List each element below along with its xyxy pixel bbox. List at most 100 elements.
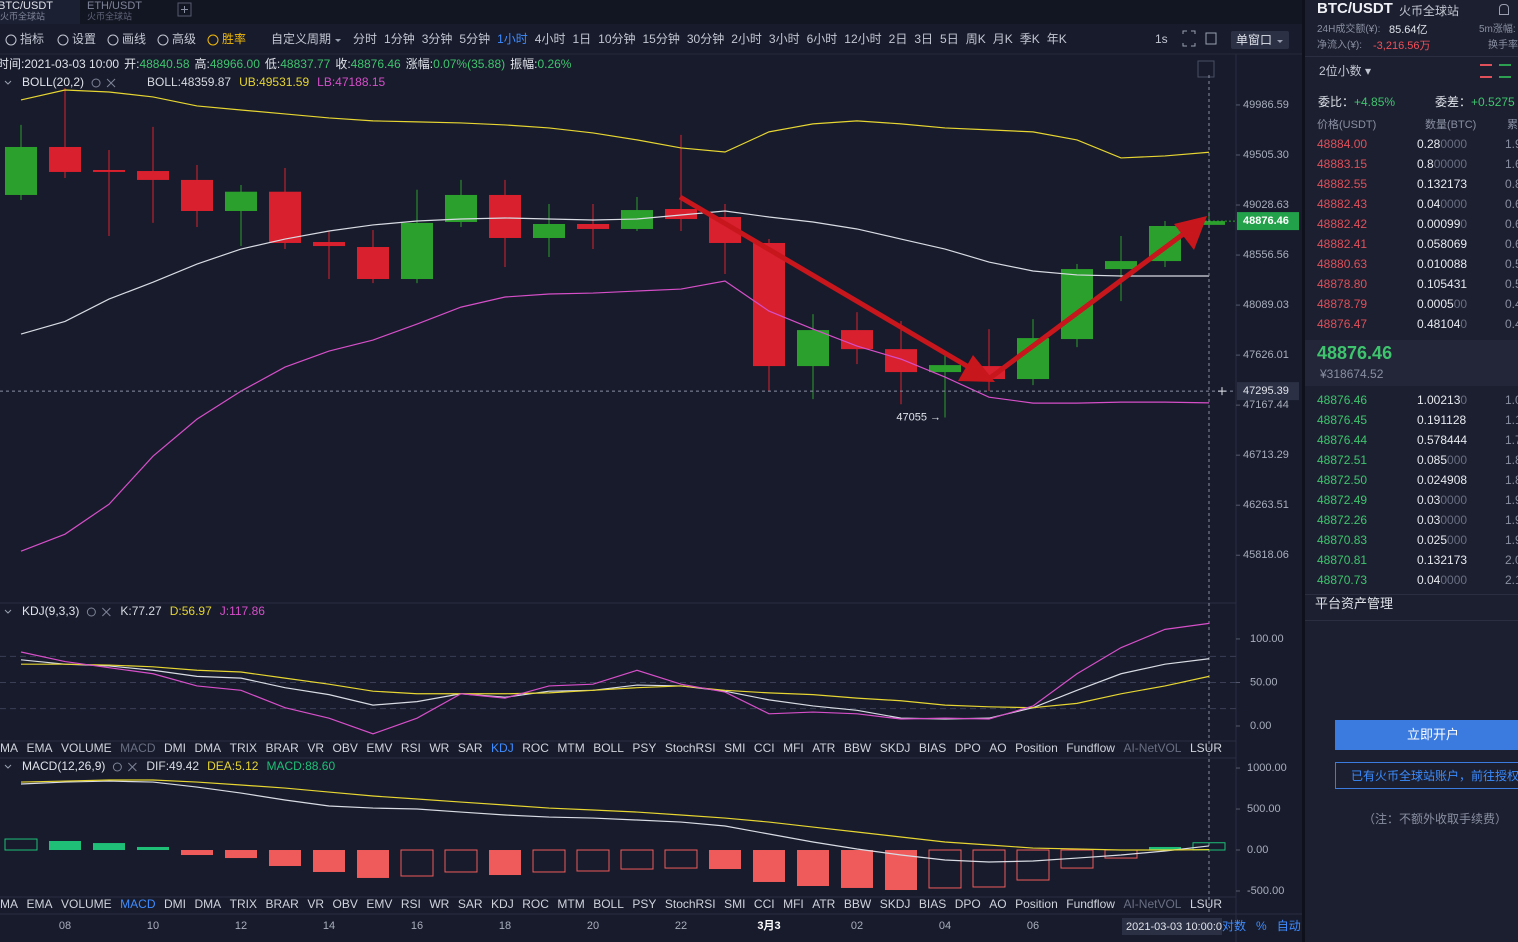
period-button[interactable]: 5分钟 [459, 31, 490, 46]
auth-button[interactable] [1335, 762, 1518, 789]
indicator-tab[interactable]: StochRSI [665, 897, 716, 911]
indicator-tab[interactable]: MA [0, 741, 18, 755]
tool-button[interactable]: 画线 [122, 32, 146, 46]
fullscreen-icon[interactable] [1182, 30, 1196, 47]
period-button[interactable]: 1分钟 [384, 31, 415, 46]
window-label[interactable]: 单窗口 [1236, 33, 1272, 47]
refresh-rate[interactable]: 1s [1155, 32, 1168, 46]
indicator-tab[interactable]: SKDJ [880, 741, 911, 755]
collapse-icon[interactable] [4, 609, 12, 614]
indicator-tab[interactable]: KDJ [491, 741, 514, 755]
period-button[interactable]: 年K [1047, 32, 1067, 46]
period-button[interactable]: 12小时 [844, 32, 881, 46]
indicator-tab[interactable]: VOLUME [61, 897, 112, 911]
settings-icon[interactable] [86, 607, 96, 617]
indicator-tab[interactable]: BIAS [919, 741, 946, 755]
collapse-icon[interactable] [4, 764, 12, 769]
indicator-tab[interactable]: MA [0, 897, 18, 911]
indicator-tab[interactable]: AO [989, 741, 1006, 755]
indicator-tab[interactable]: SAR [458, 897, 483, 911]
indicator-tab[interactable]: CCI [754, 897, 775, 911]
indicator-tab[interactable]: DMI [164, 897, 186, 911]
close-icon[interactable] [128, 762, 137, 772]
indicator-tab[interactable]: RSI [401, 741, 421, 755]
indicator-tab[interactable]: DMA [195, 741, 222, 755]
period-button[interactable]: 5日 [940, 32, 959, 46]
indicator-tab[interactable]: AI-NetVOL [1123, 741, 1181, 755]
close-icon[interactable] [106, 78, 116, 88]
period-button[interactable]: 1小时 [497, 32, 528, 46]
indicator-tab[interactable]: BRAR [266, 741, 300, 755]
period-button[interactable]: 周K [966, 32, 986, 46]
close-icon[interactable] [102, 607, 111, 617]
indicator-tab[interactable]: EMA [26, 897, 52, 911]
tool-button[interactable]: 胜率 [222, 31, 246, 46]
indicator-tab[interactable]: Position [1015, 741, 1058, 755]
tab-symbol[interactable]: BTC/USDT [0, 0, 53, 12]
indicator-tab[interactable]: ROC [522, 741, 549, 755]
indicator-tab[interactable]: PSY [632, 741, 656, 755]
indicator-tab[interactable]: MACD [120, 741, 156, 755]
indicator-tab[interactable]: DPO [955, 741, 981, 755]
indicator-tab[interactable]: TRIX [230, 741, 257, 755]
indicator-tab[interactable]: MFI [783, 741, 804, 755]
indicator-tab[interactable]: MTM [557, 897, 584, 911]
window-button[interactable] [1231, 31, 1289, 49]
expand-icon[interactable] [1197, 60, 1215, 78]
indicator-tab[interactable]: AO [989, 897, 1006, 911]
period-button[interactable]: 3小时 [769, 32, 800, 46]
indicator-tab[interactable]: BBW [844, 897, 872, 911]
indicator-tab[interactable]: ATR [812, 741, 835, 755]
indicator-tab[interactable]: MTM [557, 741, 584, 755]
open-account-button[interactable] [1335, 720, 1518, 750]
indicator-tab[interactable]: WR [429, 741, 449, 755]
indicator-tab[interactable]: Position [1015, 897, 1058, 911]
period-button[interactable]: 1日 [572, 32, 591, 46]
settings-icon[interactable] [112, 762, 122, 772]
period-button[interactable]: 4小时 [535, 32, 566, 46]
indicator-tab[interactable]: PSY [632, 897, 656, 911]
tab-symbol[interactable]: ETH/USDT [87, 0, 142, 12]
period-button[interactable]: 3分钟 [422, 31, 453, 46]
period-button[interactable]: 15分钟 [643, 31, 680, 46]
open-account-label[interactable]: 立即开户 [1407, 727, 1460, 742]
indicator-tab[interactable]: LSUR [1190, 741, 1222, 755]
indicator-tab[interactable]: DMI [164, 741, 186, 755]
auth-label[interactable]: 已有火币全球站账户，前往授权 [1351, 769, 1518, 783]
tool-button[interactable]: 指标 [20, 31, 44, 46]
bell-icon[interactable] [1499, 4, 1509, 15]
settings-icon[interactable] [91, 78, 101, 88]
indicator-tab[interactable]: VOLUME [61, 741, 112, 755]
period-button[interactable]: 2小时 [731, 32, 762, 46]
period-button[interactable]: 3日 [914, 32, 933, 46]
indicator-tab[interactable]: KDJ [491, 897, 514, 911]
view-icon[interactable] [1480, 64, 1492, 78]
indicator-tab[interactable]: MFI [783, 897, 804, 911]
indicator-tab[interactable]: DPO [955, 897, 981, 911]
tool-button[interactable]: 高级 [172, 31, 196, 46]
collapse-icon[interactable] [4, 80, 12, 85]
add-tab-button[interactable] [177, 2, 192, 17]
tool-button[interactable]: 设置 [72, 32, 96, 46]
indicator-tab[interactable]: BRAR [266, 897, 300, 911]
indicator-tab[interactable]: AI-NetVOL [1123, 897, 1181, 911]
indicator-tab[interactable]: VR [307, 741, 324, 755]
decimals-select[interactable]: 2位小数 ▾ [1319, 64, 1372, 78]
indicator-tab[interactable]: OBV [333, 897, 358, 911]
indicator-tab[interactable]: SAR [458, 741, 483, 755]
screenshot-icon[interactable] [1205, 32, 1217, 45]
indicator-tab[interactable]: StochRSI [665, 741, 716, 755]
indicator-tab[interactable]: BOLL [593, 897, 624, 911]
custom-period[interactable]: 自定义周期 [271, 31, 331, 46]
crosshair-plus[interactable] [1218, 387, 1226, 396]
indicator-tab[interactable]: DMA [195, 897, 222, 911]
period-button[interactable]: 10分钟 [598, 31, 635, 46]
indicator-tab[interactable]: ATR [812, 897, 835, 911]
indicator-tab[interactable]: Fundflow [1066, 897, 1115, 911]
indicator-tab[interactable]: EMA [26, 741, 52, 755]
period-button[interactable]: 分时 [353, 32, 377, 46]
indicator-tab[interactable]: SMI [724, 897, 745, 911]
indicator-tab[interactable]: OBV [333, 741, 358, 755]
period-button[interactable]: 6小时 [807, 32, 838, 46]
indicator-tab[interactable]: EMV [366, 741, 392, 755]
